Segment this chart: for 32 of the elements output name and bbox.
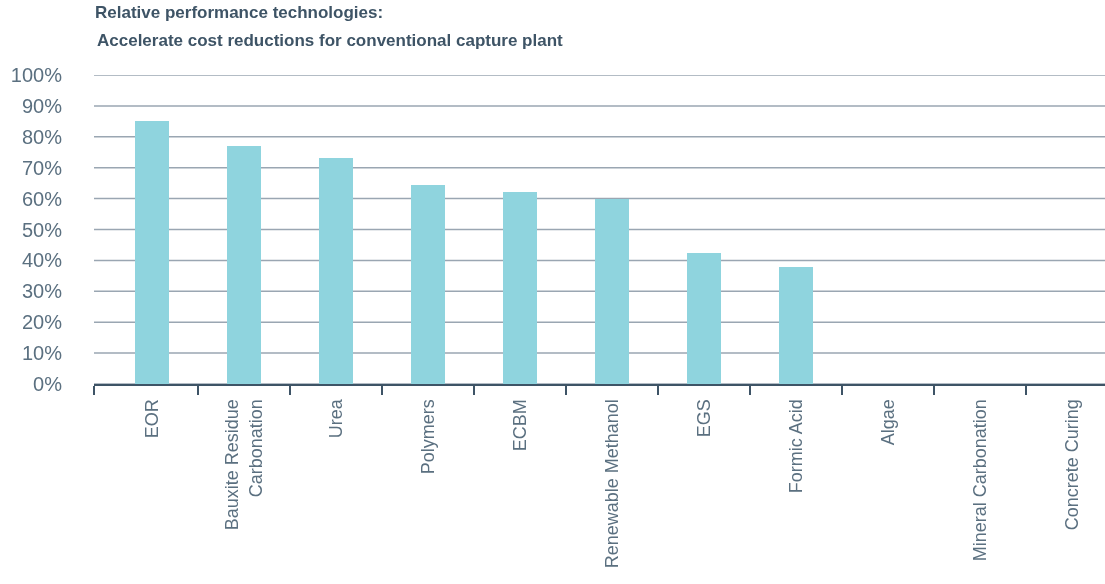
y-tick-label: 60% <box>21 187 63 210</box>
y-tick-label: 90% <box>21 94 63 117</box>
x-tick-label: Concrete Curing <box>1061 399 1082 531</box>
bar <box>503 192 537 384</box>
x-tick-label: EGS <box>693 399 714 438</box>
bar <box>779 267 813 384</box>
bar <box>319 158 353 384</box>
x-tick-label: Urea <box>325 398 346 439</box>
x-tick-label: Polymers <box>417 399 438 475</box>
bar <box>135 121 169 384</box>
x-tick-label: Bauxite Residue Carbonation <box>222 399 266 531</box>
bar <box>227 146 261 384</box>
chart-title: Relative performance technologies: <box>95 2 384 22</box>
y-tick-label: 0% <box>33 373 63 395</box>
y-tick-label: 100% <box>10 64 63 86</box>
chart-subtitle: Accelerate cost reductions for conventional capture plant <box>97 31 564 50</box>
x-tick-label: EOR <box>141 399 162 439</box>
bar <box>595 199 629 384</box>
bar <box>687 253 721 384</box>
x-tick-label: Algae <box>877 399 898 446</box>
y-tick-label: 40% <box>21 249 63 272</box>
y-tick-label: 20% <box>21 311 63 334</box>
x-tick-label: ECBM <box>509 399 530 452</box>
y-tick-label: 70% <box>21 156 63 179</box>
x-tick-label: Mineral Carbonation <box>969 399 990 562</box>
y-tick-label: 50% <box>21 218 63 241</box>
x-tick-label: Formic Acid <box>785 399 806 494</box>
y-tick-label: 30% <box>21 280 63 303</box>
y-tick-label: 10% <box>21 342 63 365</box>
y-tick-label: 80% <box>21 125 63 148</box>
x-tick-label: Renewable Methanol <box>601 399 622 569</box>
bar <box>411 185 445 384</box>
